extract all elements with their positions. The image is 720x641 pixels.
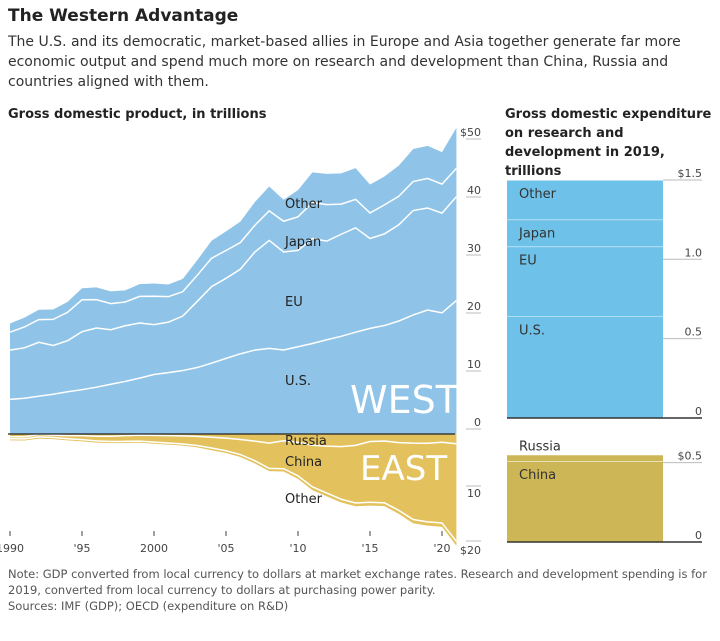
rd-segment-label: EU xyxy=(519,254,537,269)
rd-bar-segment-china xyxy=(507,461,663,542)
rd-bar-segment-other xyxy=(507,179,663,220)
boundary-line-east-0 xyxy=(10,433,457,448)
sources-text: Sources: IMF (GDP); OECD (expenditure on… xyxy=(8,599,289,613)
rd-bar-segment-us xyxy=(507,316,663,418)
group-label-east: EAST xyxy=(360,449,447,489)
gdp-chart-title: Gross domestic product, in trillions xyxy=(8,107,267,122)
note-text: Note: GDP converted from local currency … xyxy=(8,567,707,597)
charts-svg: 0 10 20 30 40 $50 10 $20 1990 '95 2000 '05 '10 '15 '20… xyxy=(0,126,703,557)
rd-bar-segment-eu xyxy=(507,246,663,317)
area-west-us xyxy=(10,300,457,434)
area-east-china xyxy=(10,434,457,542)
x-tick-label: '95 xyxy=(73,542,90,555)
rd-segment-label: Japan xyxy=(518,227,555,242)
rd-segment-label: U.S. xyxy=(519,323,545,338)
y-tick-label-west: 40 xyxy=(467,184,481,197)
rd-bar-segment-japan xyxy=(507,219,663,247)
series-label: EU xyxy=(285,295,303,310)
rd-bar-segment-russia xyxy=(507,454,663,462)
y-tick-label-west: 0 xyxy=(474,416,481,429)
x-tick-label: '15 xyxy=(361,542,378,555)
rd-y-tick-label: $1.5 xyxy=(678,167,703,180)
boundary-line-west-2 xyxy=(9,167,457,333)
x-tick-label: 1990 xyxy=(0,542,24,555)
group-label-west: WEST xyxy=(350,378,460,422)
series-label: Japan xyxy=(284,235,321,250)
y-tick-label-west: 20 xyxy=(467,300,481,313)
y-tick-label-west: 30 xyxy=(467,242,481,255)
series-label: Other xyxy=(285,492,323,507)
rd-segment-label: China xyxy=(519,468,556,483)
note: Note: GDP converted from local currency … xyxy=(8,566,713,614)
rd-y-tick-label: 0 xyxy=(695,405,702,418)
x-tick-label: '10 xyxy=(289,542,306,555)
area-west-other xyxy=(10,127,457,333)
series-label: Russia xyxy=(285,434,327,449)
series-label: Other xyxy=(285,197,323,212)
boundary-line-west-0 xyxy=(9,300,457,401)
y-tick-label-east: 10 xyxy=(467,487,481,500)
area-west-eu xyxy=(10,196,457,400)
rd-y-tick-label: 0 xyxy=(695,529,702,542)
rd-y-tick-label: $0.5 xyxy=(678,450,703,463)
rd-segment-label: Russia xyxy=(519,440,561,455)
series-label: China xyxy=(285,455,322,470)
rd-y-tick-label: 1.0 xyxy=(685,246,703,259)
boundary-line-east-1 xyxy=(9,436,457,542)
series-label: U.S. xyxy=(285,374,311,389)
area-west-japan xyxy=(10,168,457,351)
y-tick-label-west: 10 xyxy=(467,358,481,371)
x-tick-label: '05 xyxy=(217,542,234,555)
rd-segment-label: Other xyxy=(519,187,557,202)
y-tick-label-east: $20 xyxy=(460,544,481,557)
rd-y-tick-label: 0.5 xyxy=(685,326,703,339)
x-tick-label: '20 xyxy=(433,542,450,555)
area-east-russia xyxy=(10,434,457,447)
boundary-line-west-1 xyxy=(9,196,457,351)
rd-chart-title: Gross domestic expenditure on research a… xyxy=(505,107,712,179)
subtitle: The U.S. and its democratic, market-base… xyxy=(8,34,681,90)
y-tick-label-west: $50 xyxy=(460,126,481,139)
page-title: The Western Advantage xyxy=(8,6,239,26)
x-tick-label: 2000 xyxy=(140,542,168,555)
